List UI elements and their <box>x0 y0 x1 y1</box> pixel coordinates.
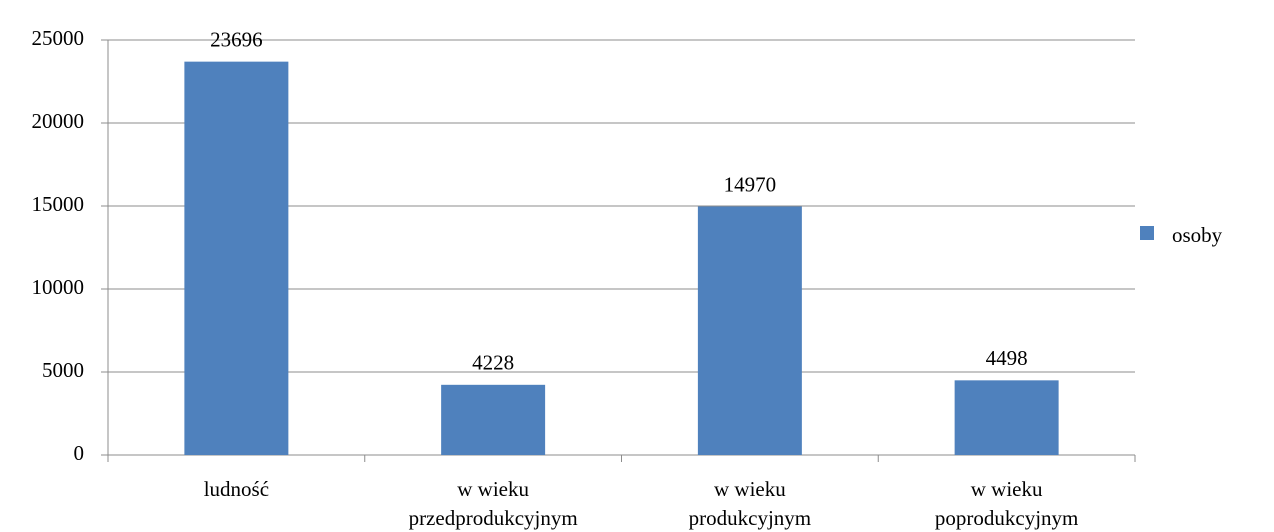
y-tick-label: 25000 <box>32 26 85 50</box>
y-tick-label: 5000 <box>42 358 84 382</box>
data-label: 23696 <box>210 27 263 51</box>
bar <box>954 380 1059 455</box>
legend-label: osoby <box>1172 223 1223 247</box>
x-tick-label: w wieku poprodukcyjnym <box>934 477 1079 530</box>
data-label: 4228 <box>472 351 514 375</box>
data-label: 14970 <box>724 172 777 196</box>
x-tick-label: w wieku produkcyjnym <box>688 477 812 530</box>
y-tick-label: 10000 <box>32 275 85 299</box>
y-tick-label: 20000 <box>32 109 85 133</box>
bar <box>184 61 289 456</box>
x-tick-label: ludność <box>203 477 270 501</box>
legend-swatch <box>1140 226 1154 240</box>
bar <box>441 384 546 455</box>
y-tick-label: 0 <box>74 441 85 465</box>
bar <box>697 206 802 455</box>
data-label: 4498 <box>986 346 1028 370</box>
y-tick-label: 15000 <box>32 192 85 216</box>
x-tick-label: w wieku przedprodukcyjnym <box>408 477 578 530</box>
